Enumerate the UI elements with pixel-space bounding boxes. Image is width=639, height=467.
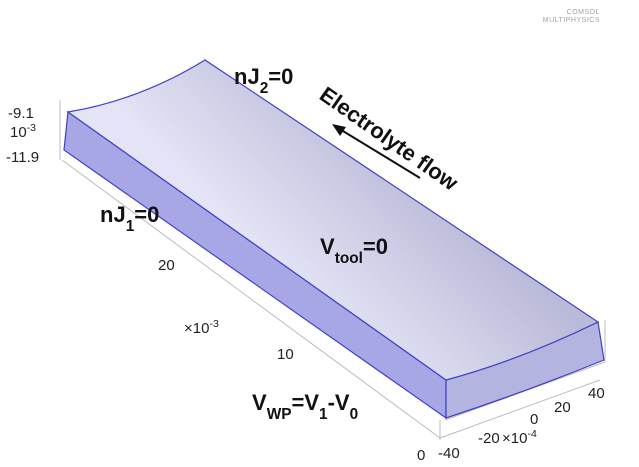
axis-label-part: -4 (527, 428, 536, 440)
axis-label: 40 (588, 385, 605, 402)
annotation-part: nJ (234, 64, 260, 89)
annotation-part: nJ (100, 202, 126, 227)
logo-text: COMSOL (567, 9, 600, 16)
axis-label-part: 0 (530, 411, 538, 428)
annotation-part: =V (291, 390, 319, 415)
axis-label: 10-3 (10, 122, 36, 141)
annotation-part: 2 (260, 80, 269, 97)
axis-label-part: -3 (27, 122, 36, 134)
annotation-part: =0 (363, 234, 388, 259)
axis-label-part: 20 (158, 257, 175, 274)
axis-label: 20 (554, 399, 571, 416)
axis-label-part: -9.1 (8, 105, 34, 122)
annotation-part: =0 (268, 64, 293, 89)
annotation-part: tool (335, 250, 363, 267)
axis-label-part: -3 (209, 318, 218, 330)
axis-label: -40 (438, 445, 460, 462)
annotation-part: =0 (134, 202, 159, 227)
annotation-part: WP (267, 406, 292, 423)
axis-label: -20 (478, 430, 500, 447)
axis-label-part: 10 (10, 124, 27, 141)
axis-label-part: -40 (438, 445, 460, 462)
axis-label: -11.9 (6, 149, 39, 166)
logo-text: MULTIPHYSICS (543, 17, 600, 24)
axis-label-part: -11.9 (6, 149, 39, 166)
annotation: nJ1=0 (100, 202, 159, 235)
axis-label-part: ×10 (184, 320, 209, 337)
axis-label: 0 (417, 447, 425, 464)
annotation-part: V (252, 390, 267, 415)
axis-label-part: 10 (277, 346, 294, 363)
annotation-part: 0 (350, 406, 359, 423)
annotation-part: -V (328, 390, 350, 415)
axis-label-part: 0 (417, 447, 425, 464)
axis-label: ×10-4 (502, 428, 537, 447)
figure: COMSOLMULTIPHYSICS-9.110-3-11.920×10-310… (0, 0, 639, 467)
annotation-part: V (320, 234, 335, 259)
axis-label-part: -20 (478, 430, 500, 447)
axis-label: 10 (277, 346, 294, 363)
axis-label: -9.1 (8, 105, 34, 122)
axis-label: 0 (530, 411, 538, 428)
axis-label-part: 20 (554, 399, 571, 416)
axis-label-part: 40 (588, 385, 605, 402)
axis-label: ×10-3 (184, 318, 219, 337)
axis-label-part: ×10 (502, 430, 527, 447)
annotation: VWP=V1-V0 (252, 390, 358, 423)
axis-label: 20 (158, 257, 175, 274)
